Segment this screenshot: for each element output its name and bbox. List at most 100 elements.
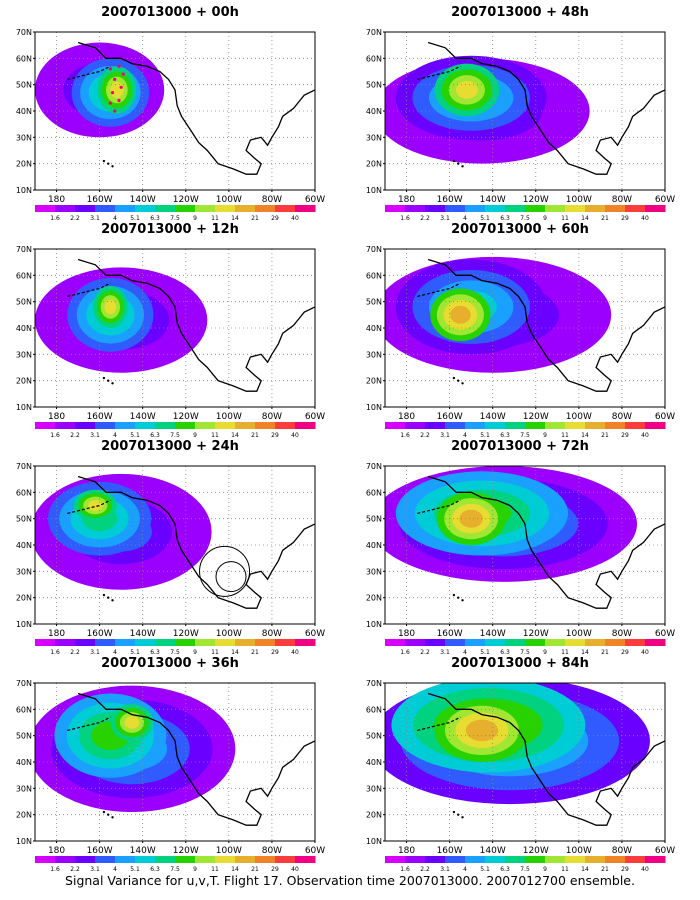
colorbar-swatch [115,856,136,863]
lat-label: 50N [366,298,382,307]
colorbar-label: 1.6 [50,432,60,439]
hawaii-island [461,599,464,602]
lon-label: 80W [612,412,632,422]
lon-label: 180 [48,195,65,205]
map-plot: 70N 60N 50N 40N 30N 20N 10N 180 160W 140W 120W 100W… [366,28,675,222]
map-panel-36h: 2007013000 + 36h 70N 60N 50N 40N 30N 20N 10N 180… [0,656,340,874]
colorbar-label: 2.2 [70,215,80,222]
flight-track-point [121,72,125,76]
map-plot: 70N 60N 50N 40N 30N 20N 10N 180 160W 140W 120W 100W… [366,462,675,656]
lon-label: 140W [480,412,506,422]
colorbar-swatch [425,422,446,429]
panel-title: 2007013000 + 36h [101,656,239,671]
colorbar-label: 29 [271,215,279,222]
colorbar-label: 40 [641,215,649,222]
variance-contour [450,305,471,324]
hawaii-island [457,162,460,165]
map-panel-00h: 2007013000 + 00h 70N 60N 50N 40N 30N 20N 10N 180… [0,5,340,223]
colorbar-label: 11 [561,866,569,873]
lat-label: 40N [366,758,382,767]
lon-label: 120W [523,195,549,205]
colorbar-swatch [385,422,406,429]
lat-label: 50N [366,732,382,741]
colorbar-swatch [645,205,666,212]
lon-label: 60W [655,412,675,422]
colorbar-label: 2.2 [70,649,80,656]
colorbar-swatch [115,639,136,646]
colorbar-label: 29 [271,649,279,656]
lon-label: 160W [437,629,463,639]
colorbar-label: 14 [231,649,239,656]
colorbar-label: 40 [291,432,299,439]
lat-label: 30N [16,784,32,793]
colorbar-swatch [175,639,196,646]
colorbar-swatch [195,422,216,429]
lon-label: 100W [216,195,242,205]
panel-title: 2007013000 + 72h [451,439,589,454]
colorbar-swatch [195,856,216,863]
lon-label: 180 [48,412,65,422]
colorbar-swatch [155,639,176,646]
colorbar-label: 40 [291,866,299,873]
colorbar-label: 4 [113,649,117,656]
lon-label: 160W [87,412,113,422]
colorbar-swatch [625,422,646,429]
colorbar-label: 21 [251,649,259,656]
colorbar-swatch [585,639,606,646]
colorbar-swatch [405,422,426,429]
colorbar-label: 5.1 [480,215,490,222]
lon-label: 80W [612,629,632,639]
flight-track-point [113,109,117,113]
aleutian-islands [67,282,111,297]
colorbar-swatch [485,205,506,212]
colorbar-label: 14 [581,649,589,656]
colorbar-label: 14 [231,866,239,873]
colorbar-label: 3.1 [90,866,100,873]
colorbar-swatch [405,639,426,646]
lat-label: 60N [16,271,32,280]
panel-title: 2007013000 + 24h [101,439,239,454]
colorbar-swatch [545,639,566,646]
hawaii-island [107,162,110,165]
lat-label: 60N [366,271,382,280]
colorbar-label: 6.3 [150,432,160,439]
lon-label: 180 [398,195,415,205]
colorbar-swatch [55,422,76,429]
colorbar-label: 9 [543,215,547,222]
colorbar-swatch [385,205,406,212]
colorbar-swatch [275,856,296,863]
lon-label: 100W [566,629,592,639]
lon-label: 140W [130,195,156,205]
colorbar-label: 40 [641,432,649,439]
variance-contour [459,509,483,528]
aleutian-islands [67,499,111,514]
colorbar-label: 40 [641,866,649,873]
colorbar-label: 29 [621,215,629,222]
colorbar-swatch [55,856,76,863]
colorbar-swatch [55,205,76,212]
lon-label: 160W [437,195,463,205]
lat-label: 70N [16,28,32,37]
lon-label: 160W [437,412,463,422]
colorbar-swatch [565,639,586,646]
colorbar-swatch [115,205,136,212]
map-panel-60h: 2007013000 + 60h 70N 60N 50N 40N 30N 20N 10N 180… [350,222,690,440]
colorbar-label: 2.2 [420,215,430,222]
lat-label: 10N [16,403,32,412]
coastline [427,692,665,826]
colorbar-label: 9 [543,649,547,656]
colorbar-label: 1.6 [400,649,410,656]
lon-label: 180 [398,846,415,856]
colorbar-label: 6.3 [500,432,510,439]
colorbar-swatch [255,639,276,646]
lon-label: 100W [216,846,242,856]
colorbar-label: 4 [463,432,467,439]
lat-label: 10N [16,186,32,195]
colorbar-label: 5.1 [130,866,140,873]
colorbar-label: 7.5 [520,215,530,222]
colorbar-label: 11 [561,432,569,439]
lat-label: 70N [366,679,382,688]
colorbar-label: 3.1 [440,432,450,439]
colorbar-swatch [485,639,506,646]
lat-label: 20N [16,594,32,603]
